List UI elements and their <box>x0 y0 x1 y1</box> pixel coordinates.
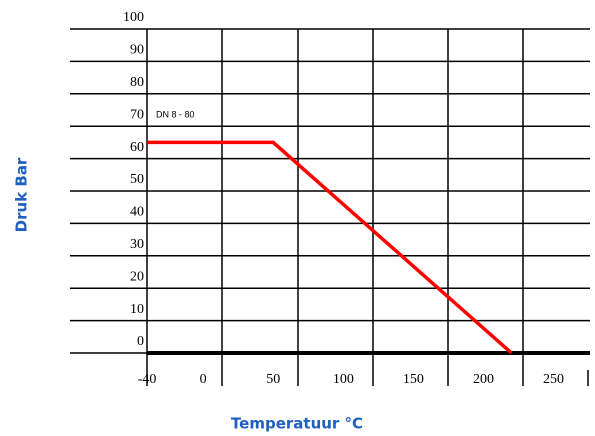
y-tick-label: 80 <box>130 75 144 90</box>
y-axis-title: Druk Bar <box>13 157 31 232</box>
y-tick-label: 100 <box>123 10 144 25</box>
x-tick-label: 0 <box>200 372 207 387</box>
x-tick-label: 50 <box>266 372 280 387</box>
x-tick-label: 150 <box>403 372 424 387</box>
y-tick-label: 60 <box>130 140 144 155</box>
y-tick-label: 70 <box>130 107 144 122</box>
y-tick-label: 0 <box>137 334 144 349</box>
x-tick-label: 200 <box>473 372 494 387</box>
plot <box>147 140 513 355</box>
y-tick-label: 10 <box>130 302 144 317</box>
y-tick-label: 90 <box>130 43 144 58</box>
series-line <box>147 140 513 355</box>
frame <box>146 29 589 386</box>
y-tick-label: 40 <box>130 205 144 220</box>
annotation: DN 8 - 80 <box>156 109 195 119</box>
y-tick-label: 20 <box>130 269 144 284</box>
y-tick-label: 30 <box>130 237 144 252</box>
x-tick-label: -40 <box>138 372 157 387</box>
x-axis-title: Temperatuur °C <box>231 415 363 433</box>
x-tick-label: 100 <box>333 372 354 387</box>
y-tick-label: 50 <box>130 172 144 187</box>
x-tick-label: 250 <box>543 372 564 387</box>
